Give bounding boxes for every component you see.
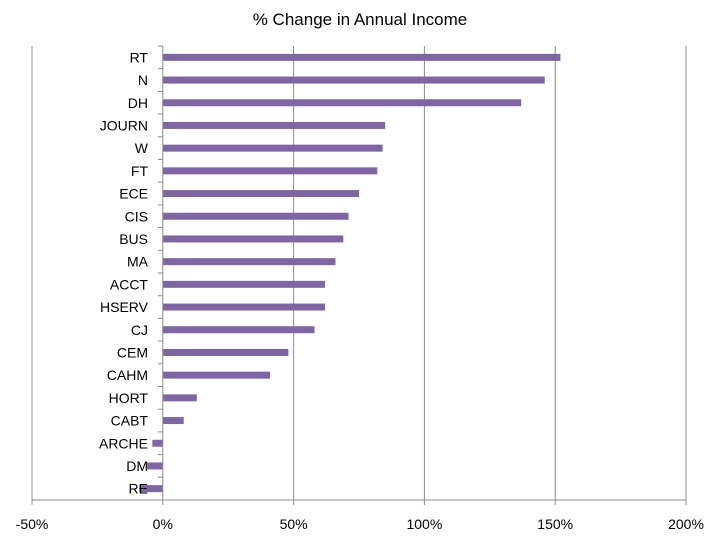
y-tick-label: BUS xyxy=(119,231,148,247)
y-tick-label: W xyxy=(135,140,149,156)
bar xyxy=(162,280,325,288)
y-tick-label: FT xyxy=(131,163,149,179)
bar xyxy=(162,303,325,311)
y-tick-label: ECE xyxy=(119,186,148,202)
bar xyxy=(139,485,163,493)
bar xyxy=(162,99,522,107)
bar xyxy=(152,439,163,447)
x-tick-label: -50% xyxy=(16,516,49,532)
bar xyxy=(162,326,315,334)
bar xyxy=(162,53,561,61)
y-tick-label: HORT xyxy=(109,390,149,406)
chart-title: % Change in Annual Income xyxy=(252,10,468,29)
y-tick-label: ARCHE xyxy=(99,435,148,451)
y-tick-label: RE xyxy=(129,481,148,497)
bar xyxy=(162,76,545,84)
y-tick-label: CEM xyxy=(117,344,148,360)
bar xyxy=(162,167,378,175)
bar xyxy=(162,394,197,402)
y-tick-label: CAHM xyxy=(107,367,148,383)
y-tick-label: RT xyxy=(130,49,149,65)
y-tick-label: HSERV xyxy=(100,299,149,315)
x-tick-label: 200% xyxy=(668,516,704,532)
bar xyxy=(162,144,383,152)
bar xyxy=(162,121,386,129)
y-tick-label: JOURN xyxy=(100,117,148,133)
bar xyxy=(162,371,271,379)
y-tick-label: N xyxy=(138,72,148,88)
y-tick-label: MA xyxy=(127,254,149,270)
x-tick-label: 150% xyxy=(537,516,573,532)
y-tick-label: DH xyxy=(128,95,148,111)
x-tick-label: 0% xyxy=(153,516,173,532)
bar xyxy=(162,190,359,198)
bar xyxy=(162,417,184,425)
y-tick-label: DM xyxy=(126,458,148,474)
bar xyxy=(162,348,289,356)
y-tick-label: CIS xyxy=(125,208,148,224)
bar xyxy=(162,258,336,266)
y-tick-label: ACCT xyxy=(110,276,149,292)
x-tick-label: 100% xyxy=(406,516,442,532)
x-tick-label: 50% xyxy=(280,516,308,532)
bar xyxy=(162,235,344,243)
y-tick-label: CJ xyxy=(131,322,148,338)
bar xyxy=(147,462,163,470)
bar xyxy=(162,212,349,220)
y-tick-label: CABT xyxy=(111,413,149,429)
